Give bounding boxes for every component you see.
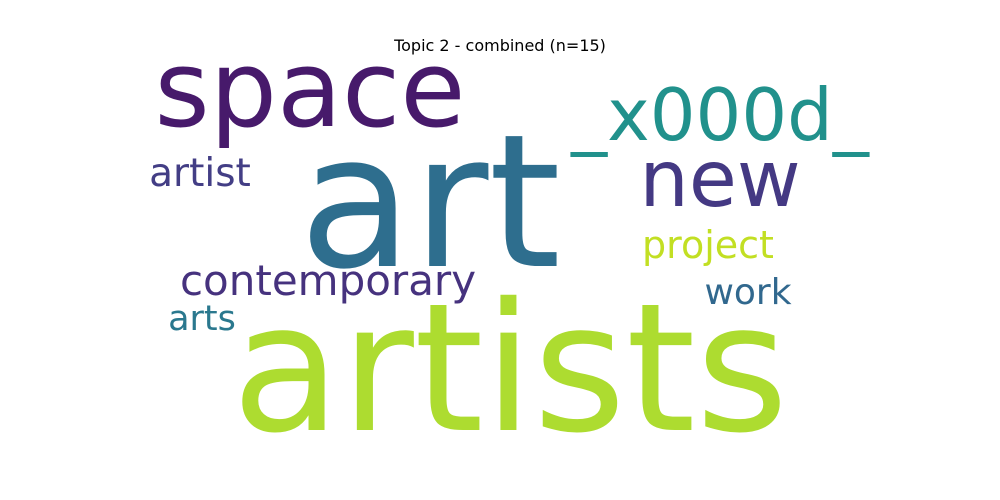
word-work: work	[704, 272, 791, 313]
word-project: project	[642, 223, 774, 267]
word-artists: artists	[232, 265, 789, 472]
word-artist: artist	[149, 151, 251, 196]
word-art: art	[299, 94, 561, 310]
word-contemporary: contemporary	[180, 256, 476, 305]
chart-title: Topic 2 - combined (n=15)	[394, 36, 606, 55]
word-arts: arts	[168, 299, 236, 339]
word-x000d: _x000d_	[570, 73, 870, 157]
word-new: new	[639, 135, 800, 225]
word-space: space	[155, 28, 466, 151]
